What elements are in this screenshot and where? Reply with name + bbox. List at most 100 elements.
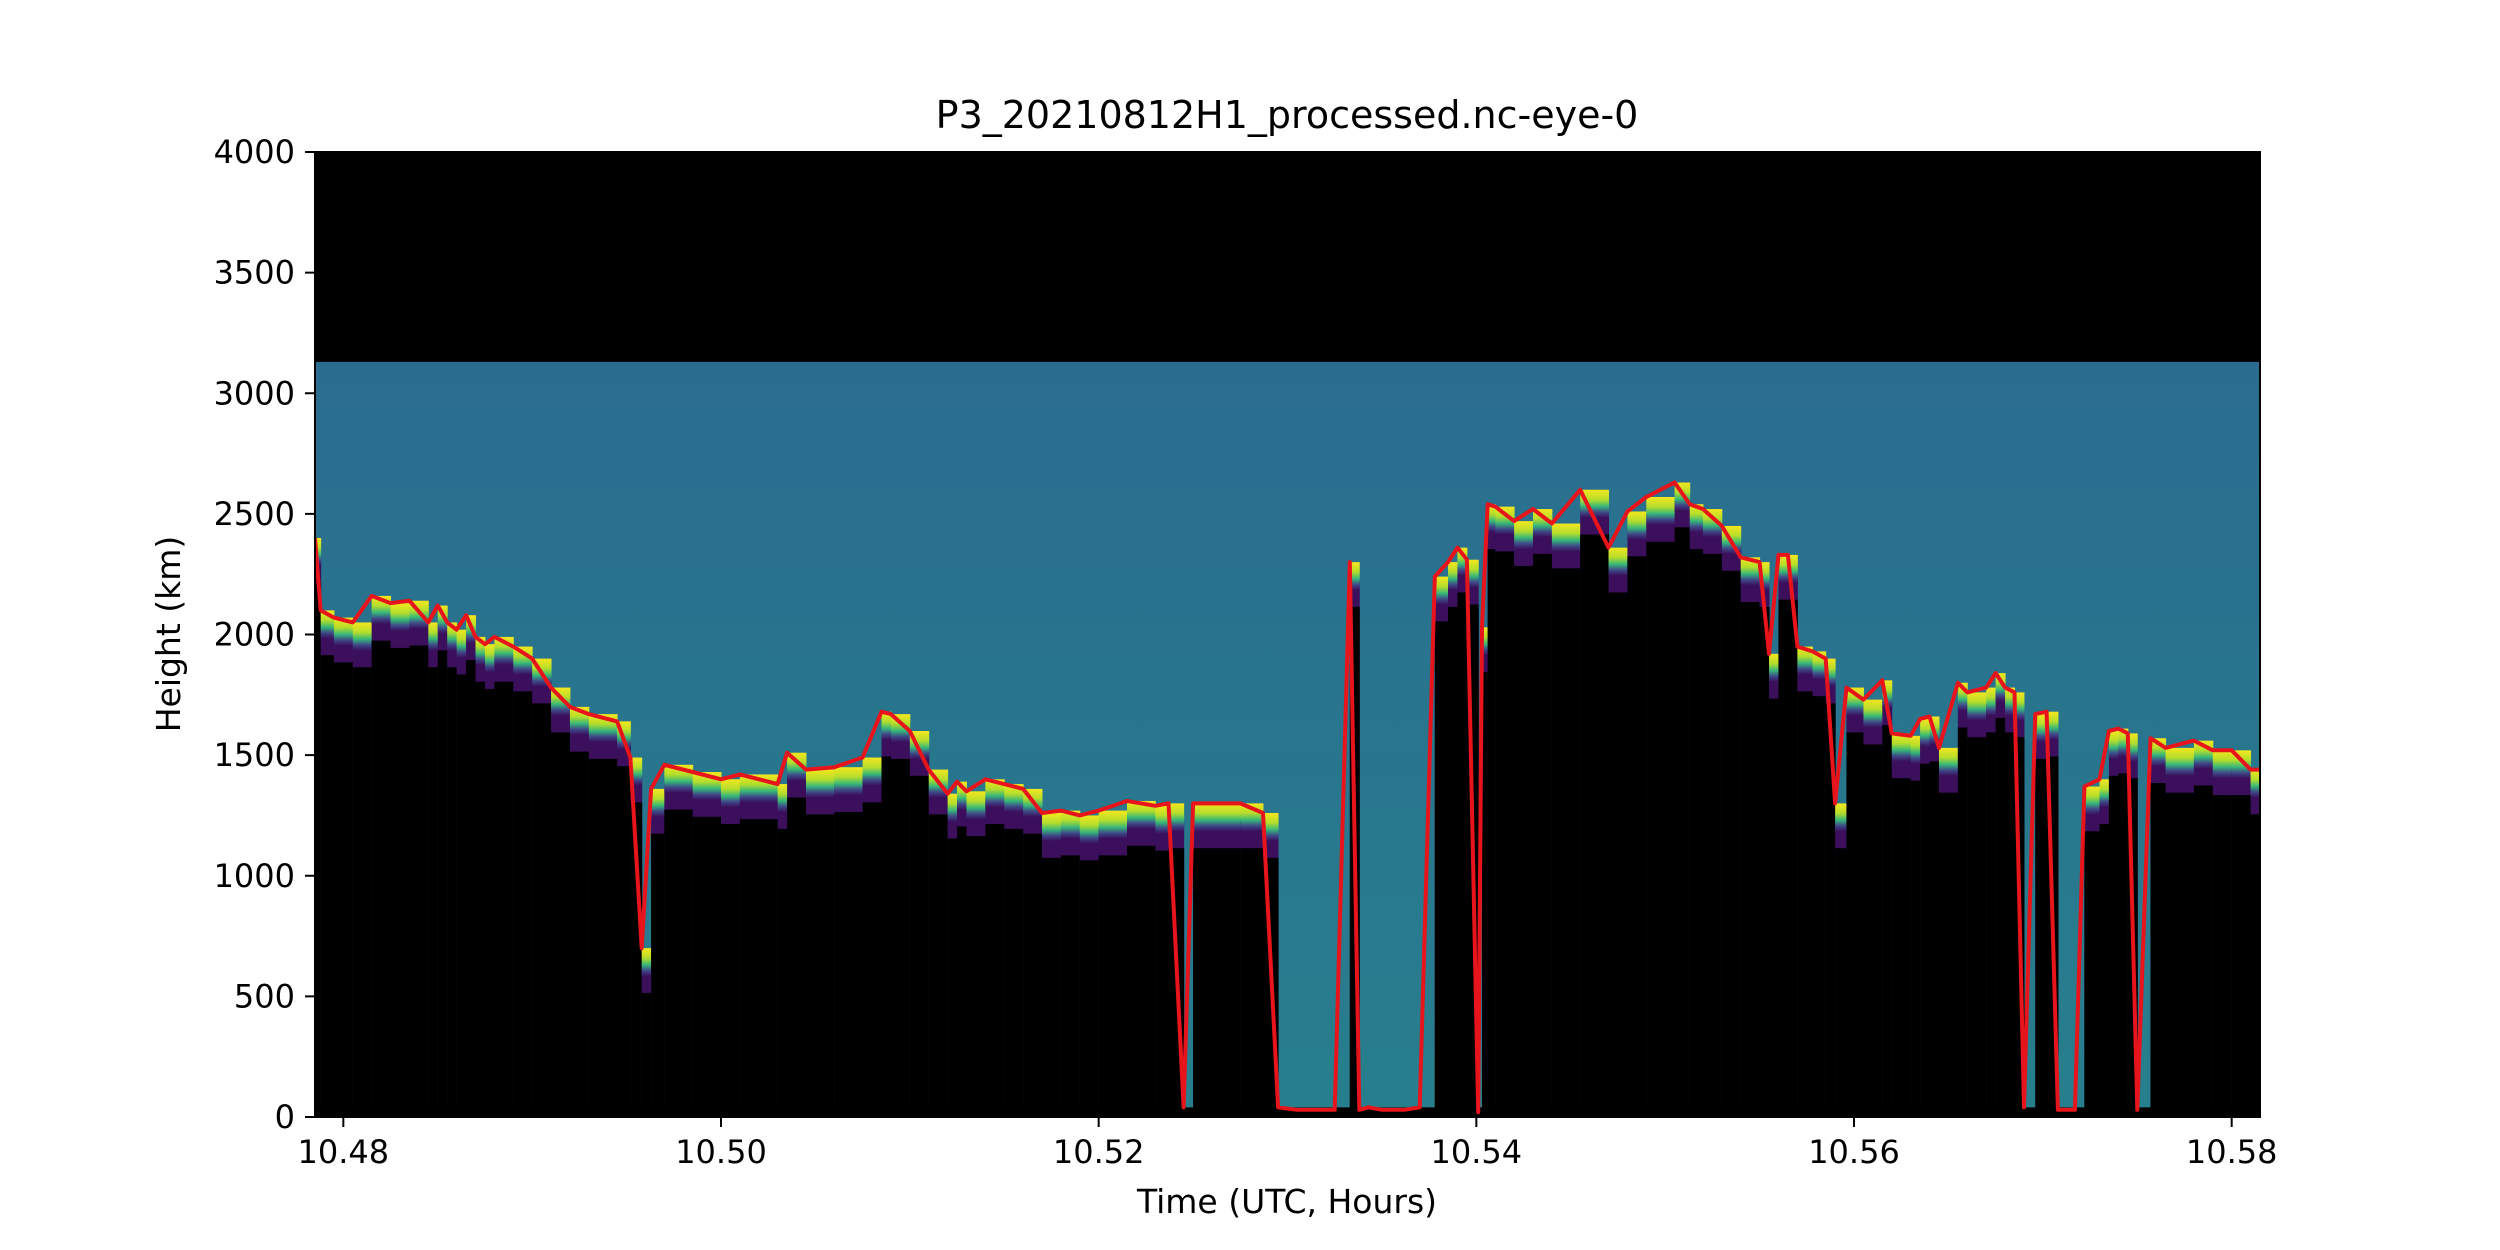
- strong-return-band: [1995, 673, 2006, 702]
- x-axis: 10.48 10.50 10.52 10.54 10.56 10.58: [298, 1117, 2277, 1171]
- strong-return-band: [720, 779, 741, 808]
- strong-return-band: [2127, 733, 2138, 762]
- strong-return-band: [1434, 576, 1449, 605]
- no-signal-column: [1689, 549, 1704, 1117]
- no-signal-column: [928, 814, 949, 1117]
- y-tick-label: 2500: [214, 495, 295, 533]
- no-signal-column: [1674, 527, 1691, 1117]
- no-signal-column: [1434, 621, 1449, 1117]
- no-signal-column: [947, 838, 958, 1117]
- no-signal-column: [834, 811, 864, 1117]
- strong-return-band: [1689, 504, 1704, 533]
- no-signal-column: [1551, 568, 1581, 1117]
- heatmap-layer: [315, 152, 2260, 1117]
- strong-return-band: [1702, 509, 1723, 538]
- strong-return-band: [1608, 547, 1628, 576]
- strong-return-band: [2099, 779, 2110, 808]
- strong-return-band: [1262, 813, 1279, 842]
- y-tick-label: 500: [234, 977, 295, 1015]
- strong-return-band: [447, 622, 458, 651]
- plot-area: [315, 152, 2260, 1117]
- strong-return-band: [1155, 805, 1170, 834]
- no-signal-column: [1580, 534, 1610, 1117]
- strong-return-band: [428, 622, 439, 651]
- strong-return-band: [1882, 680, 1893, 709]
- strong-return-band: [947, 793, 958, 822]
- no-signal-column: [2250, 814, 2260, 1117]
- strong-return-band: [456, 629, 467, 658]
- no-signal-column: [805, 814, 835, 1117]
- strong-return-band: [1646, 496, 1676, 525]
- no-signal-column: [1825, 703, 1836, 1117]
- no-signal-column: [1740, 602, 1761, 1117]
- strong-return-band: [777, 784, 788, 813]
- strong-return-band: [630, 757, 643, 786]
- no-signal-column: [1882, 725, 1893, 1117]
- no-signal-column: [456, 674, 467, 1117]
- no-signal-column: [1240, 848, 1264, 1117]
- strong-return-band: [2250, 769, 2260, 798]
- strong-return-band: [2014, 692, 2025, 721]
- no-signal-column: [2231, 795, 2252, 1117]
- no-signal-column: [1986, 732, 1997, 1117]
- no-signal-column: [641, 992, 652, 1117]
- chart-title: P3_20210812H1_processed.nc-eye-0: [936, 93, 1639, 137]
- no-signal-column: [2150, 783, 2167, 1117]
- no-signal-column: [1787, 599, 1798, 1117]
- no-signal-column: [1910, 780, 1921, 1117]
- x-tick-label: 10.52: [1053, 1133, 1145, 1171]
- no-signal-column: [1004, 828, 1024, 1117]
- no-signal-column: [2108, 775, 2119, 1117]
- no-signal-column: [1835, 848, 1847, 1117]
- no-signal-column: [1627, 556, 1647, 1117]
- no-signal-column: [720, 824, 741, 1117]
- y-tick-label: 1000: [214, 857, 295, 895]
- no-signal-column: [588, 758, 618, 1117]
- no-signal-column: [862, 802, 883, 1117]
- no-signal-column: [1060, 855, 1081, 1117]
- no-signal-column: [371, 640, 392, 1117]
- strong-return-band: [1193, 803, 1241, 832]
- strong-return-band: [1957, 682, 1968, 711]
- no-signal-column: [957, 826, 967, 1117]
- strong-return-band: [1466, 559, 1479, 588]
- strong-return-band: [475, 636, 486, 665]
- strong-return-band: [2108, 731, 2119, 759]
- no-signal-column: [333, 662, 354, 1117]
- no-signal-column: [1532, 553, 1553, 1117]
- strong-return-band: [862, 757, 883, 786]
- y-tick-label: 3000: [214, 374, 295, 412]
- strong-return-band: [437, 605, 448, 634]
- no-signal-column: [1721, 570, 1742, 1117]
- x-tick-label: 10.54: [1431, 1133, 1523, 1171]
- no-signal-column: [1155, 850, 1170, 1117]
- strong-return-band: [2046, 711, 2059, 740]
- no-signal-column: [1448, 606, 1458, 1117]
- no-signal-column: [1098, 855, 1128, 1117]
- no-signal-column: [484, 688, 495, 1117]
- no-signal-column: [447, 667, 458, 1117]
- no-signal-column: [1920, 763, 1931, 1117]
- no-signal-column: [651, 833, 665, 1117]
- strong-return-band: [1825, 658, 1836, 687]
- no-signal-column: [1957, 727, 1968, 1117]
- strong-return-band: [1938, 747, 1959, 776]
- y-tick-label: 4000: [214, 133, 295, 171]
- strong-return-band: [1835, 803, 1847, 832]
- no-signal-column: [966, 836, 986, 1117]
- no-signal-column: [2099, 824, 2110, 1117]
- no-signal-column: [1608, 592, 1628, 1117]
- strong-return-band: [787, 752, 807, 781]
- x-tick-label: 10.56: [1808, 1133, 1900, 1171]
- no-signal-column: [1514, 565, 1534, 1117]
- strong-return-band: [957, 781, 967, 810]
- no-signal-column: [2035, 758, 2048, 1117]
- strong-return-band: [390, 603, 410, 632]
- strong-return-band: [1060, 810, 1081, 839]
- strong-return-band: [1797, 646, 1813, 675]
- y-tick-label: 3500: [214, 254, 295, 292]
- no-signal-column: [1193, 848, 1241, 1117]
- no-signal-column: [1863, 744, 1883, 1117]
